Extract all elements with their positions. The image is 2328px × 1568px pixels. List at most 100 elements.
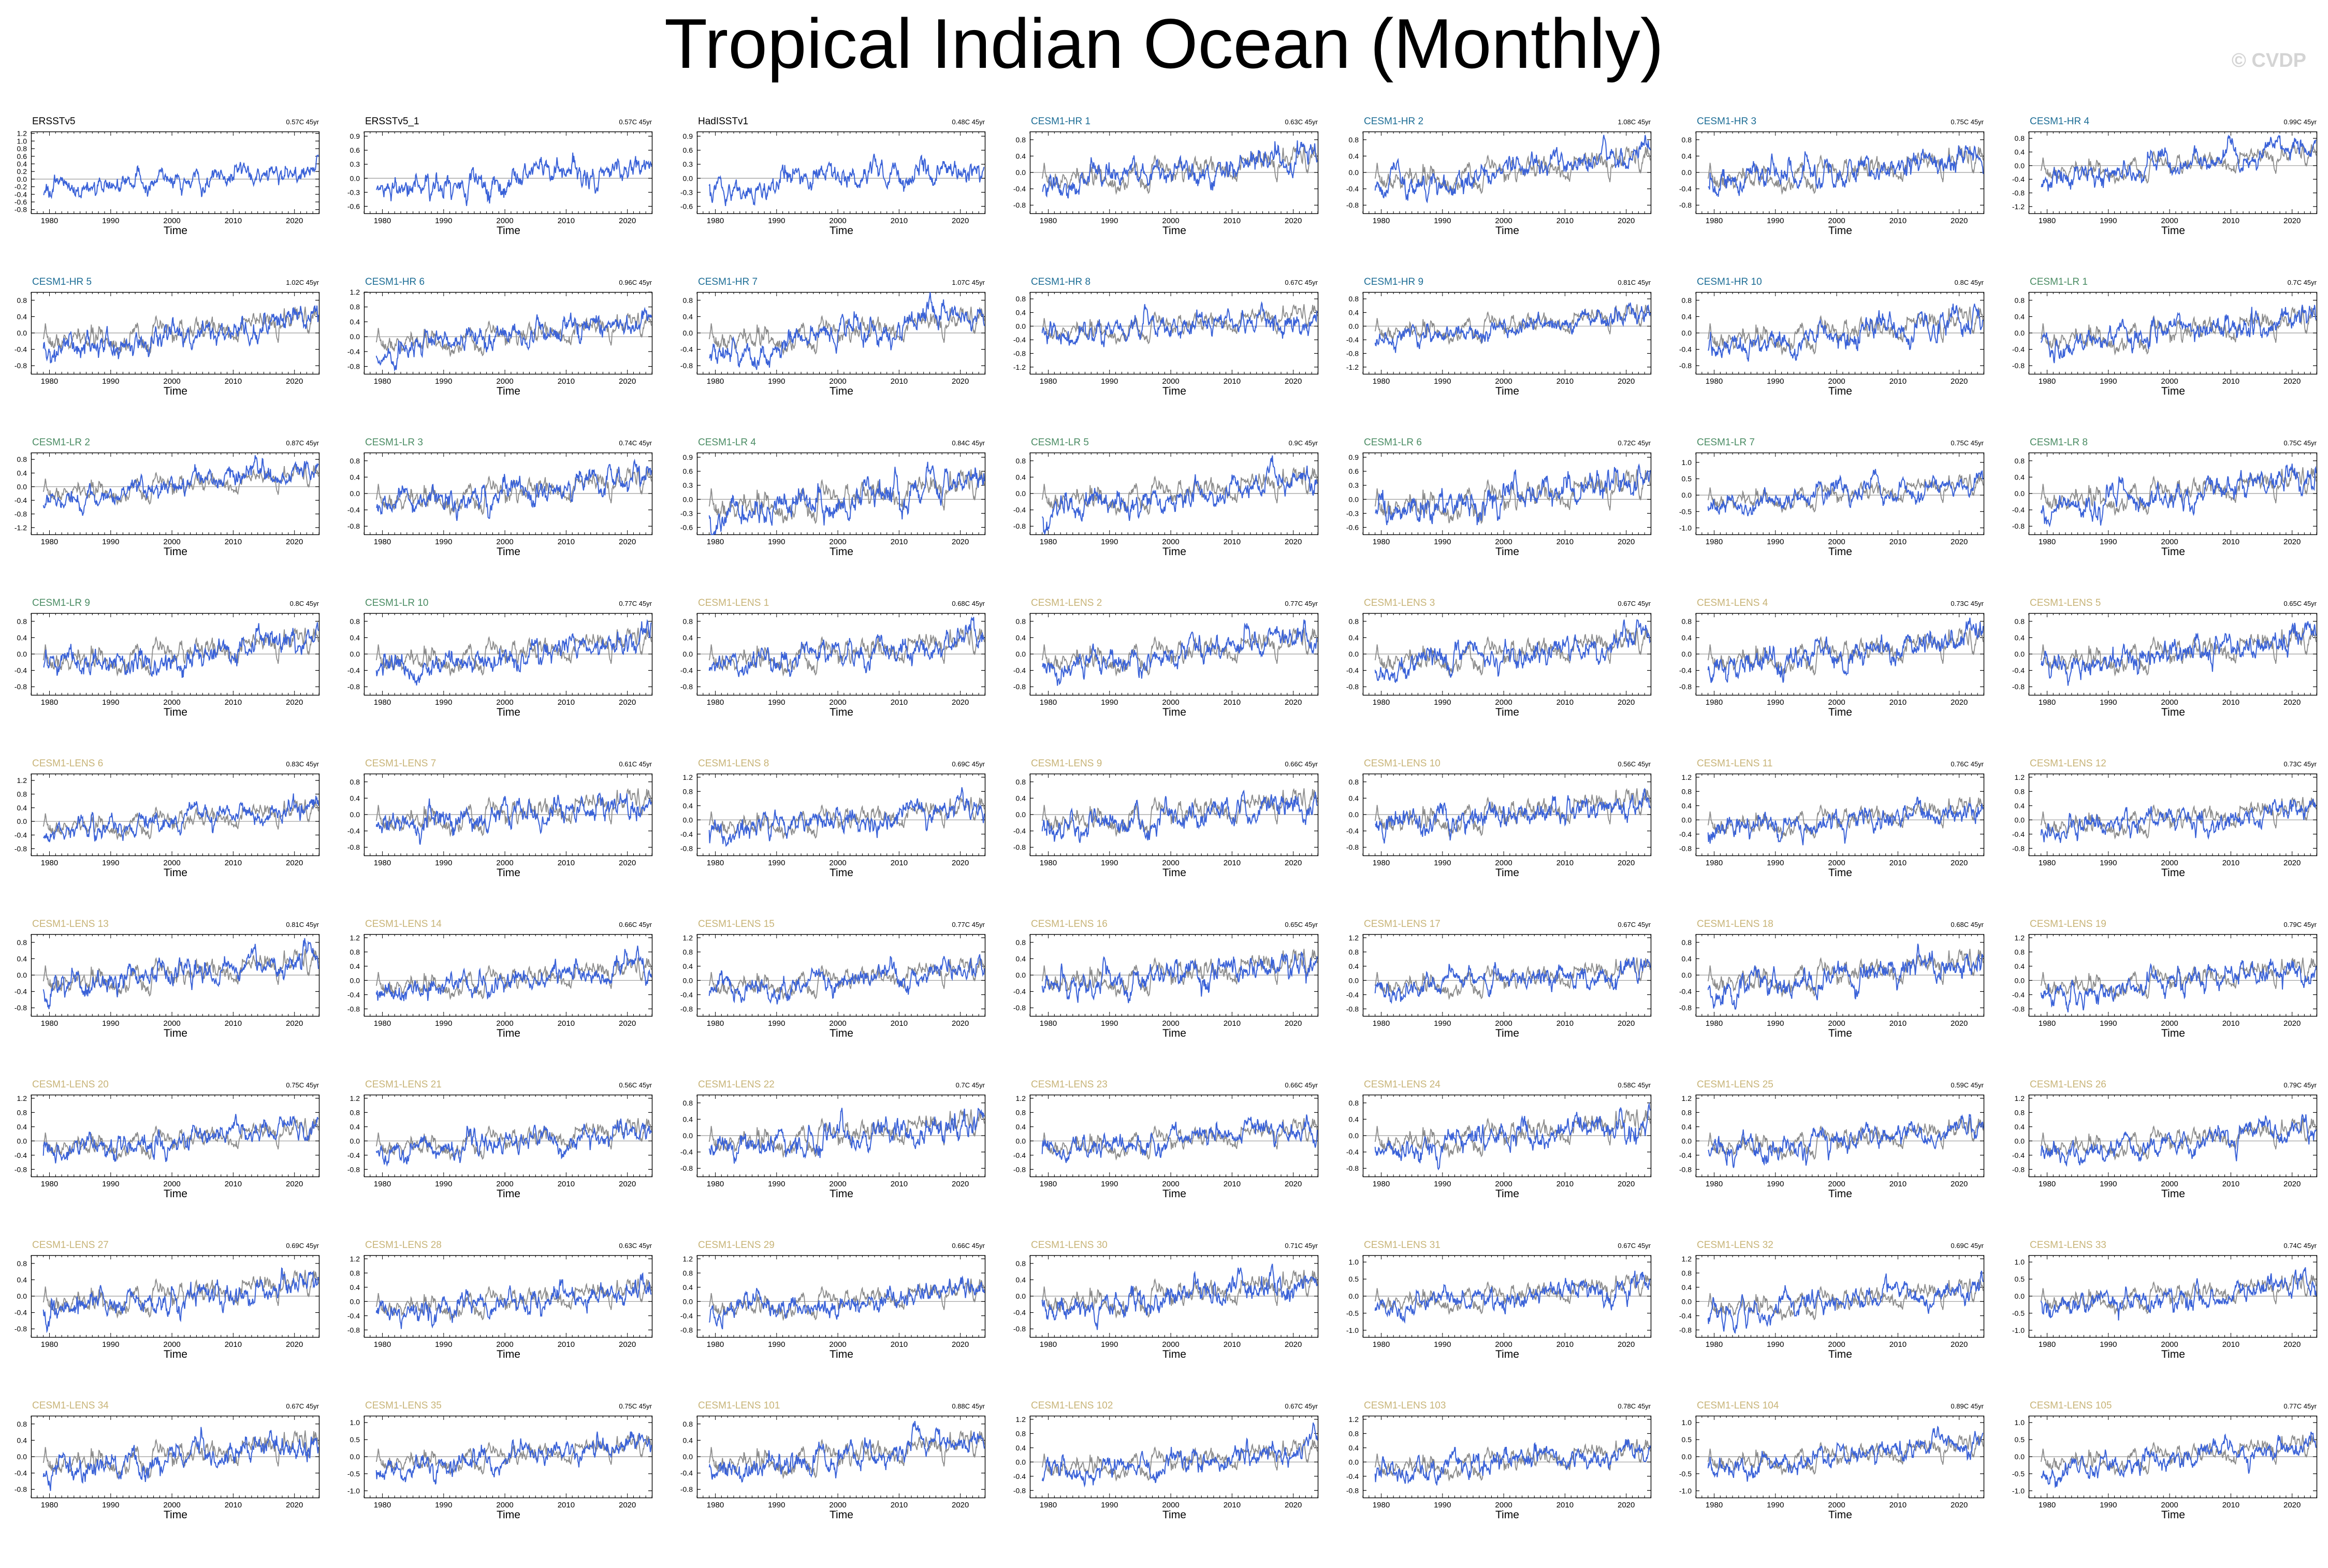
x-tick-label: 2000 <box>496 216 513 225</box>
x-tick-label: 2000 <box>163 698 180 707</box>
panel-title: CESM1-LENS 17 <box>1364 919 1441 930</box>
y-tick-label: 0.4 <box>683 633 693 642</box>
x-tick-label: 1980 <box>707 377 724 386</box>
series-line-model <box>375 619 652 686</box>
y-tick-label: 0.9 <box>350 132 360 140</box>
x-tick-label: 2000 <box>496 1019 513 1028</box>
x-axis-label: Time <box>164 706 187 718</box>
plot-area: -0.6 -0.3 0.0 0.3 0.6 0.9 1980 1990 2000 2010 2020 <box>680 131 986 225</box>
y-tick-label: -0.4 <box>14 988 27 996</box>
plot-area: -0.8 -0.4 0.0 0.4 0.8 1980 1990 2000 2010 2020 <box>1679 613 1985 707</box>
y-tick-label: -0.8 <box>1013 522 1026 530</box>
plot-area: -0.8 -0.4 0.0 0.4 0.8 1.2 1980 1990 2000 2010 2020 <box>2012 773 2318 867</box>
x-tick-label: 2000 <box>2161 859 2178 867</box>
y-tick-label: 0.0 <box>1682 650 1692 658</box>
x-tick-label: 2020 <box>286 1019 303 1028</box>
y-tick-label: 0.4 <box>1349 794 1359 802</box>
y-tick-label: -0.3 <box>347 188 360 196</box>
x-axis-label: Time <box>830 1027 853 1039</box>
plot-area: -0.8 -0.4 0.0 0.4 0.8 1980 1990 2000 2010 2020 <box>1679 292 1985 386</box>
panel-title: CESM1-HR 4 <box>2030 116 2090 127</box>
x-tick-label: 1980 <box>2039 216 2056 225</box>
y-tick-label: -0.8 <box>2012 683 2025 691</box>
panel-trend-label: 0.67C 45yr <box>1618 600 1651 607</box>
x-axis-label: Time <box>1162 1027 1186 1039</box>
x-tick-label: 1980 <box>374 859 391 867</box>
y-tick-label: -0.8 <box>14 206 27 214</box>
y-tick-label: 0.8 <box>1349 948 1359 956</box>
y-tick-label: -0.6 <box>680 202 693 210</box>
series-line-model <box>1374 302 1651 353</box>
x-tick-label: 2010 <box>225 698 242 707</box>
x-tick-label: 1980 <box>374 1019 391 1028</box>
y-tick-label: -1.2 <box>14 524 27 532</box>
y-tick-label: 0.0 <box>1016 489 1026 498</box>
plot-area: -0.8 -0.4 0.0 0.4 0.8 1980 1990 2000 2010 2020 <box>1013 131 1319 225</box>
x-tick-label: 1990 <box>768 538 785 546</box>
y-tick-label: 0.0 <box>1349 168 1359 177</box>
x-tick-label: 2000 <box>1162 1019 1179 1028</box>
y-tick-label: 0.0 <box>1349 495 1359 503</box>
series-line-model <box>1041 301 1318 347</box>
y-tick-label: 0.8 <box>1016 136 1026 144</box>
x-tick-label: 2010 <box>891 1019 908 1028</box>
x-tick-label: 2020 <box>286 538 303 546</box>
series-line-model <box>42 938 319 1009</box>
x-tick-label: 2010 <box>558 377 575 386</box>
x-tick-label: 2010 <box>225 859 242 867</box>
y-tick-label: 0.0 <box>683 495 693 503</box>
y-tick-label: 0.8 <box>1016 778 1026 786</box>
x-tick-label: 2000 <box>496 698 513 707</box>
y-tick-label: 0.0 <box>1682 491 1692 499</box>
series-line-model <box>1707 303 1984 362</box>
x-tick-label: 2020 <box>952 216 969 225</box>
y-tick-label: 0.4 <box>2015 148 2025 156</box>
y-tick-label: -0.4 <box>347 666 360 675</box>
x-tick-label: 1990 <box>1101 216 1118 225</box>
y-tick-label: 0.4 <box>683 962 693 970</box>
panel-trend-label: 0.76C 45yr <box>1951 760 1984 768</box>
y-tick-label: 0.4 <box>1016 794 1026 802</box>
x-tick-label: 2000 <box>2161 377 2178 386</box>
x-axis-label: Time <box>1162 867 1186 879</box>
y-tick-label: 0.8 <box>1016 617 1026 626</box>
series-line-model <box>375 458 652 521</box>
x-tick-label: 1990 <box>768 698 785 707</box>
x-axis-label: Time <box>1162 546 1186 558</box>
x-tick-label: 1980 <box>41 698 58 707</box>
y-tick-label: 0.3 <box>683 481 693 489</box>
x-tick-label: 2000 <box>1828 698 1845 707</box>
y-tick-label: 1.2 <box>1349 934 1359 942</box>
series-line-observed <box>375 957 652 1000</box>
plot-frame <box>696 452 986 535</box>
plot-area: -0.8 -0.4 0.0 0.4 0.8 1980 1990 2000 2010 2020 <box>1346 131 1652 225</box>
x-axis-label: Time <box>1162 706 1186 718</box>
y-tick-label: 0.4 <box>1682 152 1692 160</box>
series-line-model <box>2040 463 2317 528</box>
y-tick-label: 0.8 <box>350 948 360 956</box>
panel-trend-label: 0.57C 45yr <box>619 118 652 126</box>
y-tick-label: -0.8 <box>1679 361 1692 370</box>
x-tick-label: 2000 <box>829 216 846 225</box>
y-tick-label: -0.3 <box>680 188 693 196</box>
x-tick-label: 2010 <box>2222 377 2239 386</box>
x-axis-label: Time <box>830 867 853 879</box>
panel-trend-label: 0.7C 45yr <box>2287 279 2317 286</box>
x-tick-label: 1990 <box>435 538 452 546</box>
panel-trend-label: 0.68C 45yr <box>952 600 985 607</box>
x-tick-label: 2000 <box>2161 538 2178 546</box>
series-line-model <box>1374 135 1651 204</box>
y-tick-label: 0.2 <box>17 167 27 176</box>
y-tick-label: 1.2 <box>17 129 27 138</box>
x-tick-label: 2010 <box>891 538 908 546</box>
x-axis-label: Time <box>1162 225 1186 237</box>
x-tick-label: 2000 <box>1495 377 1512 386</box>
x-tick-label: 1990 <box>435 698 452 707</box>
y-tick-label: 0.8 <box>683 787 693 795</box>
series-line-model <box>708 787 985 847</box>
y-tick-label: 0.4 <box>1016 152 1026 160</box>
x-tick-label: 2020 <box>1951 698 1968 707</box>
y-tick-label: -0.4 <box>347 347 360 356</box>
y-tick-label: -0.4 <box>680 666 693 675</box>
y-tick-label: 0.0 <box>2015 489 2025 498</box>
